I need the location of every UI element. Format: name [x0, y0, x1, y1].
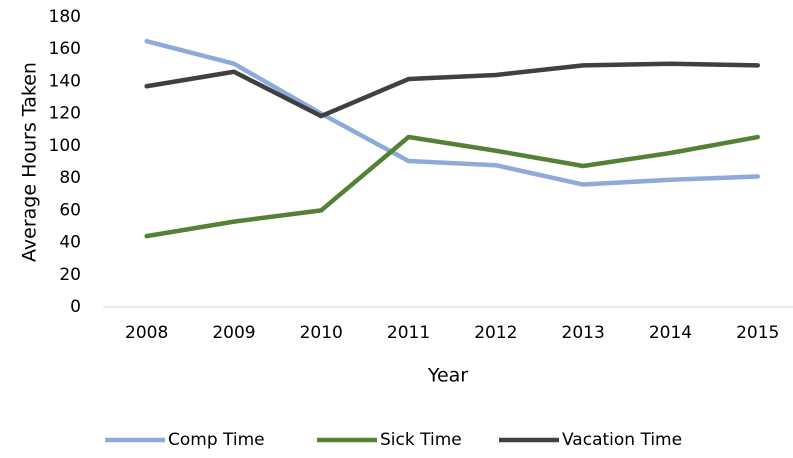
y-tick-label: 120	[49, 104, 81, 124]
series-line	[144, 61, 760, 119]
x-tick-label: 2013	[562, 323, 605, 343]
legend-label: Comp Time	[168, 430, 265, 450]
x-tick-label: 2010	[300, 323, 343, 343]
x-tick-label: 2011	[387, 323, 430, 343]
legend-label: Vacation Time	[562, 430, 682, 450]
x-tick-label: 2012	[474, 323, 517, 343]
y-tick-label: 80	[59, 168, 81, 188]
y-tick-label: 0	[70, 297, 81, 317]
y-tick-label: 140	[49, 71, 81, 91]
x-tick-label: 2014	[649, 323, 692, 343]
y-tick-label: 100	[49, 136, 81, 156]
y-axis-title: Average Hours Taken	[19, 62, 41, 262]
y-tick-label: 160	[49, 39, 81, 59]
y-tick-label: 20	[59, 265, 81, 285]
y-tick-label: 60	[59, 200, 81, 220]
series-line	[144, 38, 760, 187]
legend-label: Sick Time	[380, 430, 462, 450]
series-line	[144, 134, 760, 239]
y-tick-label: 180	[49, 7, 81, 27]
y-tick-label: 40	[59, 233, 81, 253]
x-tick-label: 2008	[125, 323, 168, 343]
x-axis-title: Year	[427, 365, 468, 387]
x-tick-label: 2015	[736, 323, 779, 343]
x-tick-label: 2009	[212, 323, 255, 343]
